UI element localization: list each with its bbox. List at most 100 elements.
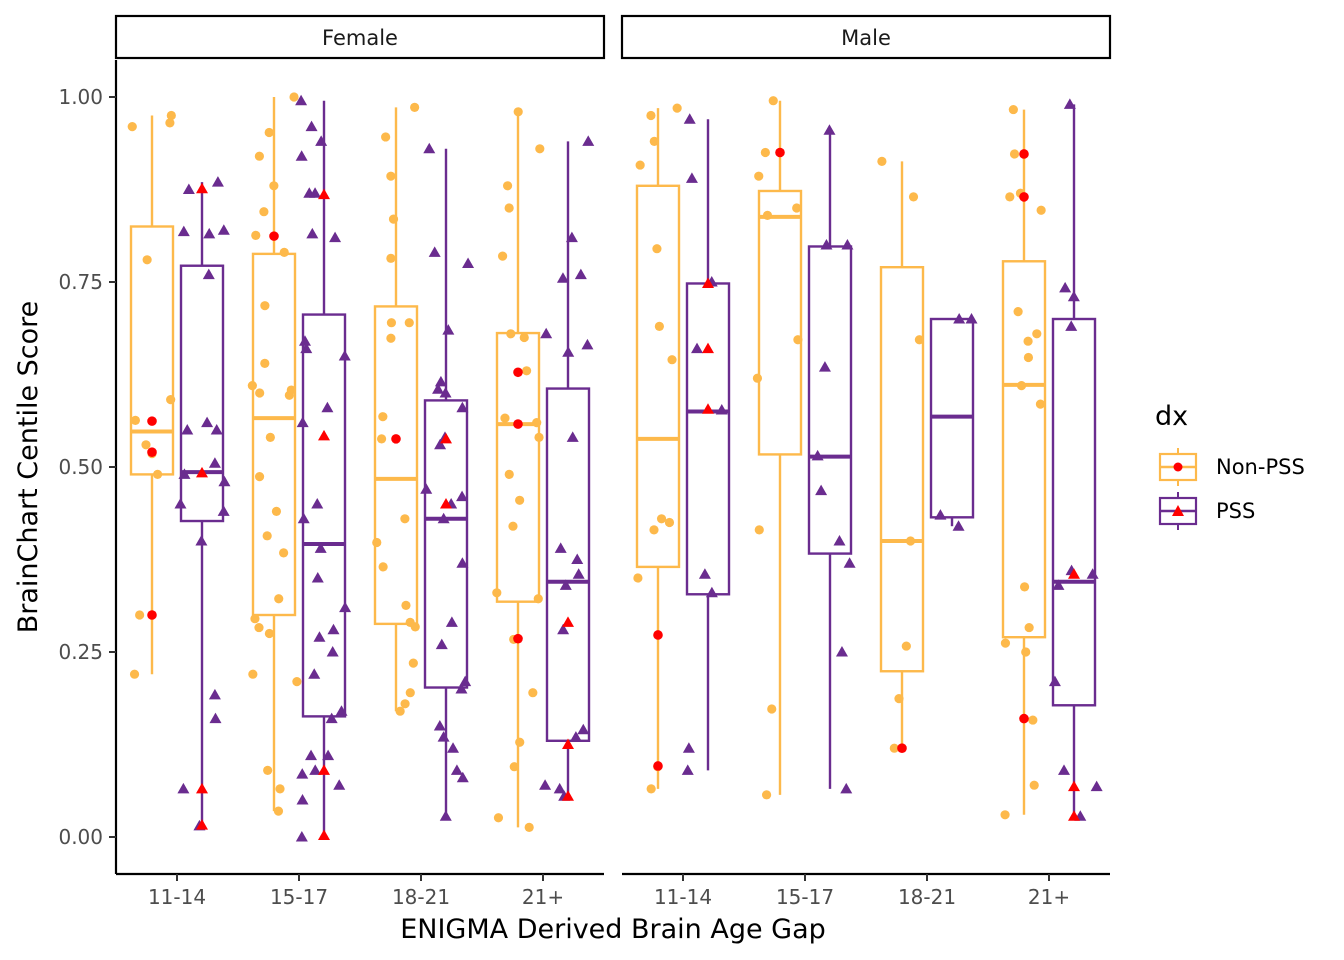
data-point [386,333,396,343]
data-point [752,373,763,383]
data-point [889,743,899,753]
data-point [248,669,258,679]
data-point [395,706,405,716]
data-point [1086,568,1099,579]
data-point [646,784,656,794]
data-point [314,542,327,553]
data-point [1067,290,1080,302]
data-point [877,156,887,166]
data-point [182,183,195,194]
y-tick-label: 0.00 [58,825,103,849]
data-point [305,120,318,132]
outlier-point [897,743,907,753]
y-tick-label: 0.50 [58,455,103,479]
data-point [513,107,523,117]
data-point [762,210,773,220]
data-point [554,542,567,553]
data-point [1090,780,1103,792]
data-point [683,113,696,124]
outlier-point [440,498,452,509]
data-point [811,449,824,461]
data-point [378,562,388,572]
data-point [792,203,802,213]
data-point [142,255,152,265]
data-point [296,768,309,779]
data-point [166,395,176,405]
data-point [456,771,469,783]
x-axis-ticks: 11-14 15-17 18-21 21+ 11-14 15-17 18-21 21+ [148,874,1070,909]
data-point [649,525,659,535]
data-point [218,475,231,487]
data-point [296,794,309,805]
data-point [129,669,140,679]
data-point [303,187,316,198]
data-point [901,641,911,651]
outlier-point [196,466,208,478]
data-point [376,434,387,444]
box-non-pss-11-14 [129,225,175,476]
outlier-point [1019,149,1029,159]
data-point [672,103,682,113]
data-point [254,472,265,482]
data-point [497,251,508,261]
data-point [582,135,595,146]
data-point [456,401,469,413]
data-point [260,301,270,311]
data-point [1052,579,1065,590]
data-point [539,779,552,790]
data-point [432,383,445,394]
box-non-pss-21+ [1001,260,1047,639]
box-pss-15-17 [807,245,853,555]
data-point [195,535,208,546]
data-point [308,668,321,679]
data-point [254,622,264,633]
data-point [691,342,704,354]
data-point [462,257,475,268]
data-point [273,806,284,816]
data-point [760,147,770,158]
data-point [654,321,664,331]
data-point [208,688,221,700]
data-point [260,358,270,368]
data-point [410,622,420,632]
data-point [339,601,352,613]
outlier-point [562,790,574,801]
y-axis-ticks: 0.00 0.25 0.50 0.75 1.00 [58,85,116,849]
data-point [664,517,675,528]
y-tick-label: 0.75 [58,270,103,294]
data-point [553,782,566,794]
data-point [1005,192,1015,202]
y-tick-label: 0.25 [58,640,103,664]
data-point [574,268,587,280]
data-point [181,424,194,435]
data-point [656,514,667,524]
data-point [835,646,848,657]
data-point [559,579,572,590]
data-point [210,424,223,435]
data-point [279,548,289,558]
data-point [372,537,382,548]
facet-strip-female: Female [114,14,606,60]
x-tick-label: 18-21 [898,885,956,909]
data-point [208,457,221,468]
data-point [433,720,446,731]
data-point [500,413,510,423]
data-point [1063,98,1076,109]
box-non-pss-21+ [495,331,541,603]
data-point [754,525,764,535]
data-point [793,335,803,345]
data-point [532,418,542,428]
data-point [572,568,585,579]
outlier-point [269,231,279,241]
data-point [259,207,269,217]
data-point [135,610,145,620]
data-point [401,600,411,610]
data-point [264,127,274,138]
data-point [562,346,575,357]
data-point [428,246,441,257]
data-point [177,782,190,794]
data-point [289,92,299,102]
data-point [841,239,854,250]
data-point [284,390,294,400]
